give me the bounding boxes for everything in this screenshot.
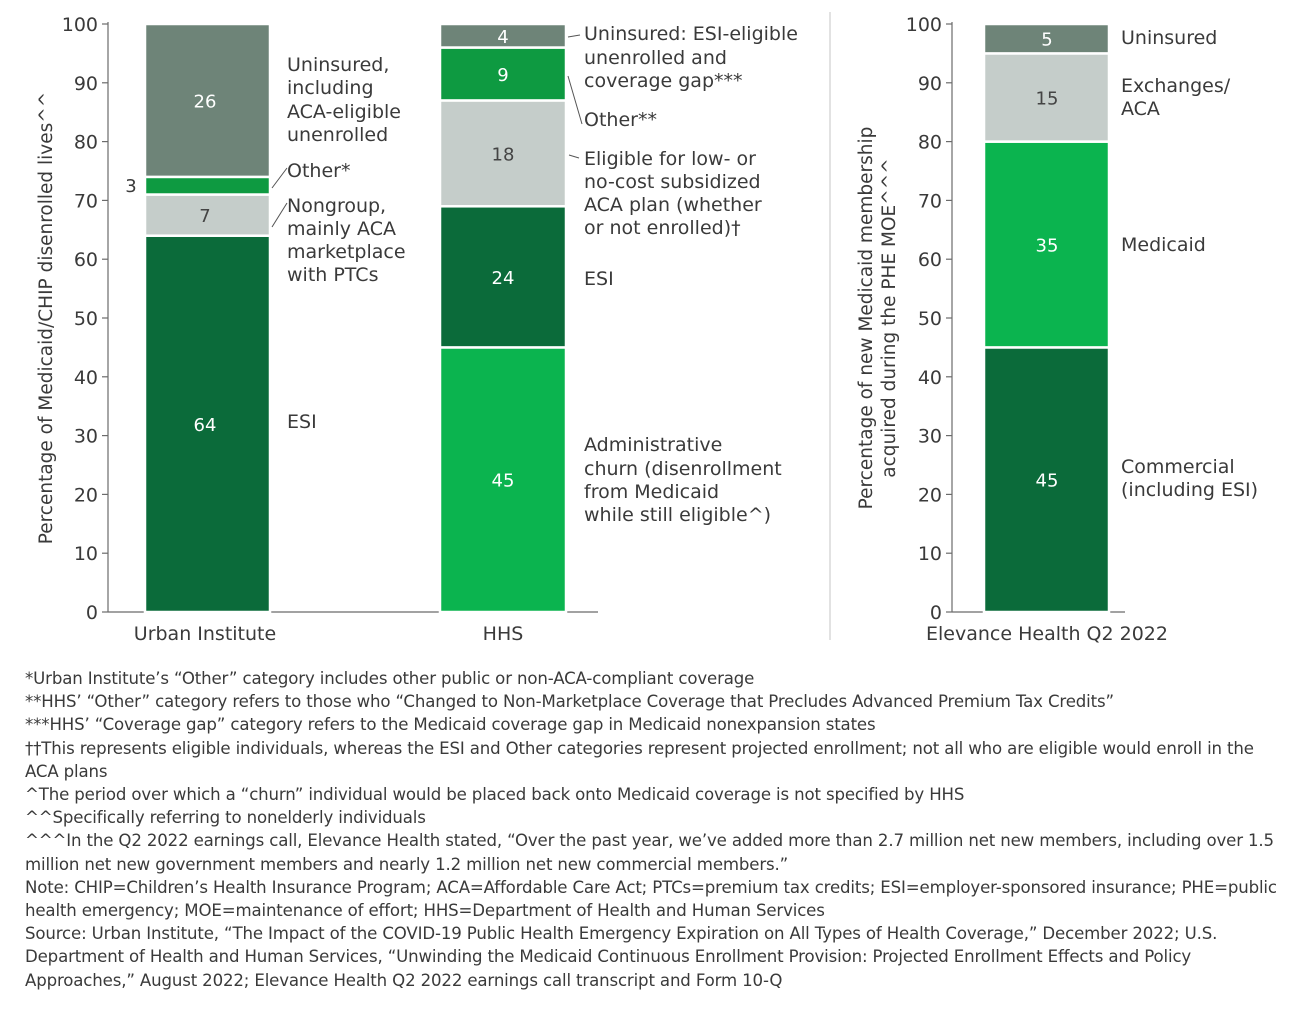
bar-segment (982, 52, 1111, 143)
footnote: **HHS’ “Other” category refers to those … (25, 692, 1114, 712)
x-tick-label: Urban Institute (134, 623, 276, 645)
footnote: ***HHS’ “Coverage gap” category refers t… (25, 715, 876, 735)
segment-label: Medicaid (1121, 234, 1206, 256)
segment-label: ACA (1121, 98, 1160, 120)
bar-segment (982, 22, 1111, 55)
segment-label: unenrolled and (584, 47, 727, 69)
segment-label: Exchanges/ (1121, 75, 1231, 97)
y-axis-label: acquired during the PHE MOE^^^ (879, 158, 900, 477)
data-label: 26 (194, 91, 217, 112)
data-label: 3 (125, 176, 136, 197)
segment-label: Nongroup, (287, 195, 386, 217)
y-tick-label: 80 (74, 132, 98, 154)
y-tick-label: 80 (918, 132, 942, 154)
bar-segment (438, 99, 568, 208)
segment-label: or not enrolled)† (584, 217, 741, 239)
y-tick-label: 10 (918, 543, 942, 565)
y-tick-label: 50 (74, 308, 98, 330)
data-label: 64 (194, 415, 217, 436)
data-label: 4 (497, 27, 508, 48)
segment-label: coverage gap*** (584, 70, 743, 92)
segment-label: Commercial (1121, 456, 1235, 478)
y-tick-label: 50 (918, 308, 942, 330)
footnote: ^^^In the Q2 2022 earnings call, Elevanc… (25, 831, 1274, 874)
footnote: ††This represents eligible individuals, … (25, 738, 1254, 781)
leader-line (271, 167, 288, 189)
y-tick-label: 10 (74, 543, 98, 565)
y-tick-label: 40 (918, 367, 942, 389)
y-tick-label: 100 (906, 14, 942, 36)
segment-label: Administrative (584, 434, 722, 456)
data-label: 15 (1036, 89, 1059, 110)
segment-label: while still eligible^) (584, 504, 771, 526)
footnotes: *Urban Institute’s “Other” category incl… (25, 667, 1285, 992)
segment-label: Uninsured (1121, 27, 1217, 49)
segment-label: Uninsured: ESI-eligible (584, 23, 798, 45)
data-label: 18 (492, 144, 515, 165)
leader-line (567, 75, 583, 125)
bar-segment (143, 22, 272, 179)
y-tick-label: 90 (918, 73, 942, 95)
y-tick-label: 100 (62, 14, 98, 36)
bar-segment (143, 175, 272, 196)
data-label: 9 (497, 65, 508, 86)
footnote-source: Source: Urban Institute, “The Impact of … (25, 924, 1218, 990)
segment-label: including (287, 77, 374, 99)
data-label: 45 (492, 471, 515, 492)
y-tick-label: 40 (74, 367, 98, 389)
data-label: 7 (199, 206, 210, 227)
y-axis-label: Percentage of new Medicaid membership (856, 127, 877, 510)
segment-label: churn (disenrollment (584, 458, 782, 480)
segment-label: (including ESI) (1121, 479, 1258, 501)
data-label: 5 (1041, 30, 1052, 51)
y-tick-label: 20 (918, 484, 942, 506)
footnote: ^^Specifically referring to nonelderly i… (25, 808, 426, 828)
segment-label: ESI (287, 411, 317, 433)
y-axis-label: Percentage of Medicaid/CHIP disenrolled … (36, 92, 57, 545)
data-label: 24 (492, 268, 515, 289)
y-tick-label: 20 (74, 484, 98, 506)
bar-segment (438, 46, 568, 102)
segment-label: Uninsured, (287, 54, 389, 76)
y-tick-label: 30 (74, 426, 98, 448)
bar-segment (438, 346, 568, 614)
y-tick-label: 70 (74, 190, 98, 212)
segment-label: marketplace (287, 241, 406, 263)
leader-line (271, 202, 288, 228)
y-tick-label: 30 (918, 426, 942, 448)
y-tick-label: 0 (86, 602, 98, 624)
y-tick-label: 90 (74, 73, 98, 95)
data-label: 35 (1036, 236, 1059, 257)
segment-label: Other* (287, 160, 350, 182)
y-tick-label: 60 (74, 249, 98, 271)
x-tick-label: Elevance Health Q2 2022 (926, 623, 1168, 645)
y-tick-label: 0 (930, 602, 942, 624)
segment-label: unenrolled (287, 124, 388, 146)
segment-label: ACA plan (whether (584, 194, 762, 216)
bar-segment (438, 205, 568, 349)
segment-label: ESI (584, 268, 614, 290)
segment-label: from Medicaid (584, 481, 719, 503)
data-label: 45 (1036, 471, 1059, 492)
segment-label: ACA-eligible (287, 101, 401, 123)
bar-segment (143, 234, 272, 614)
segment-label: Eligible for low- or (584, 148, 756, 170)
y-tick-label: 70 (918, 190, 942, 212)
bar-segment (143, 193, 272, 237)
footnote: *Urban Institute’s “Other” category incl… (25, 669, 755, 688)
bar-segment (438, 22, 568, 49)
segment-label: with PTCs (287, 264, 378, 286)
segment-label: Other** (584, 109, 657, 131)
leader-line (568, 154, 580, 159)
footnote-note: Note: CHIP=Children’s Health Insurance P… (25, 877, 1277, 921)
footnote: ^The period over which a “churn” individ… (25, 785, 965, 805)
y-tick-label: 60 (918, 249, 942, 271)
bar-segment (982, 140, 1111, 349)
x-tick-label: HHS (483, 623, 524, 645)
segment-label: mainly ACA (287, 218, 396, 240)
leader-line (567, 34, 581, 38)
segment-label: no-cost subsidized (584, 171, 761, 193)
